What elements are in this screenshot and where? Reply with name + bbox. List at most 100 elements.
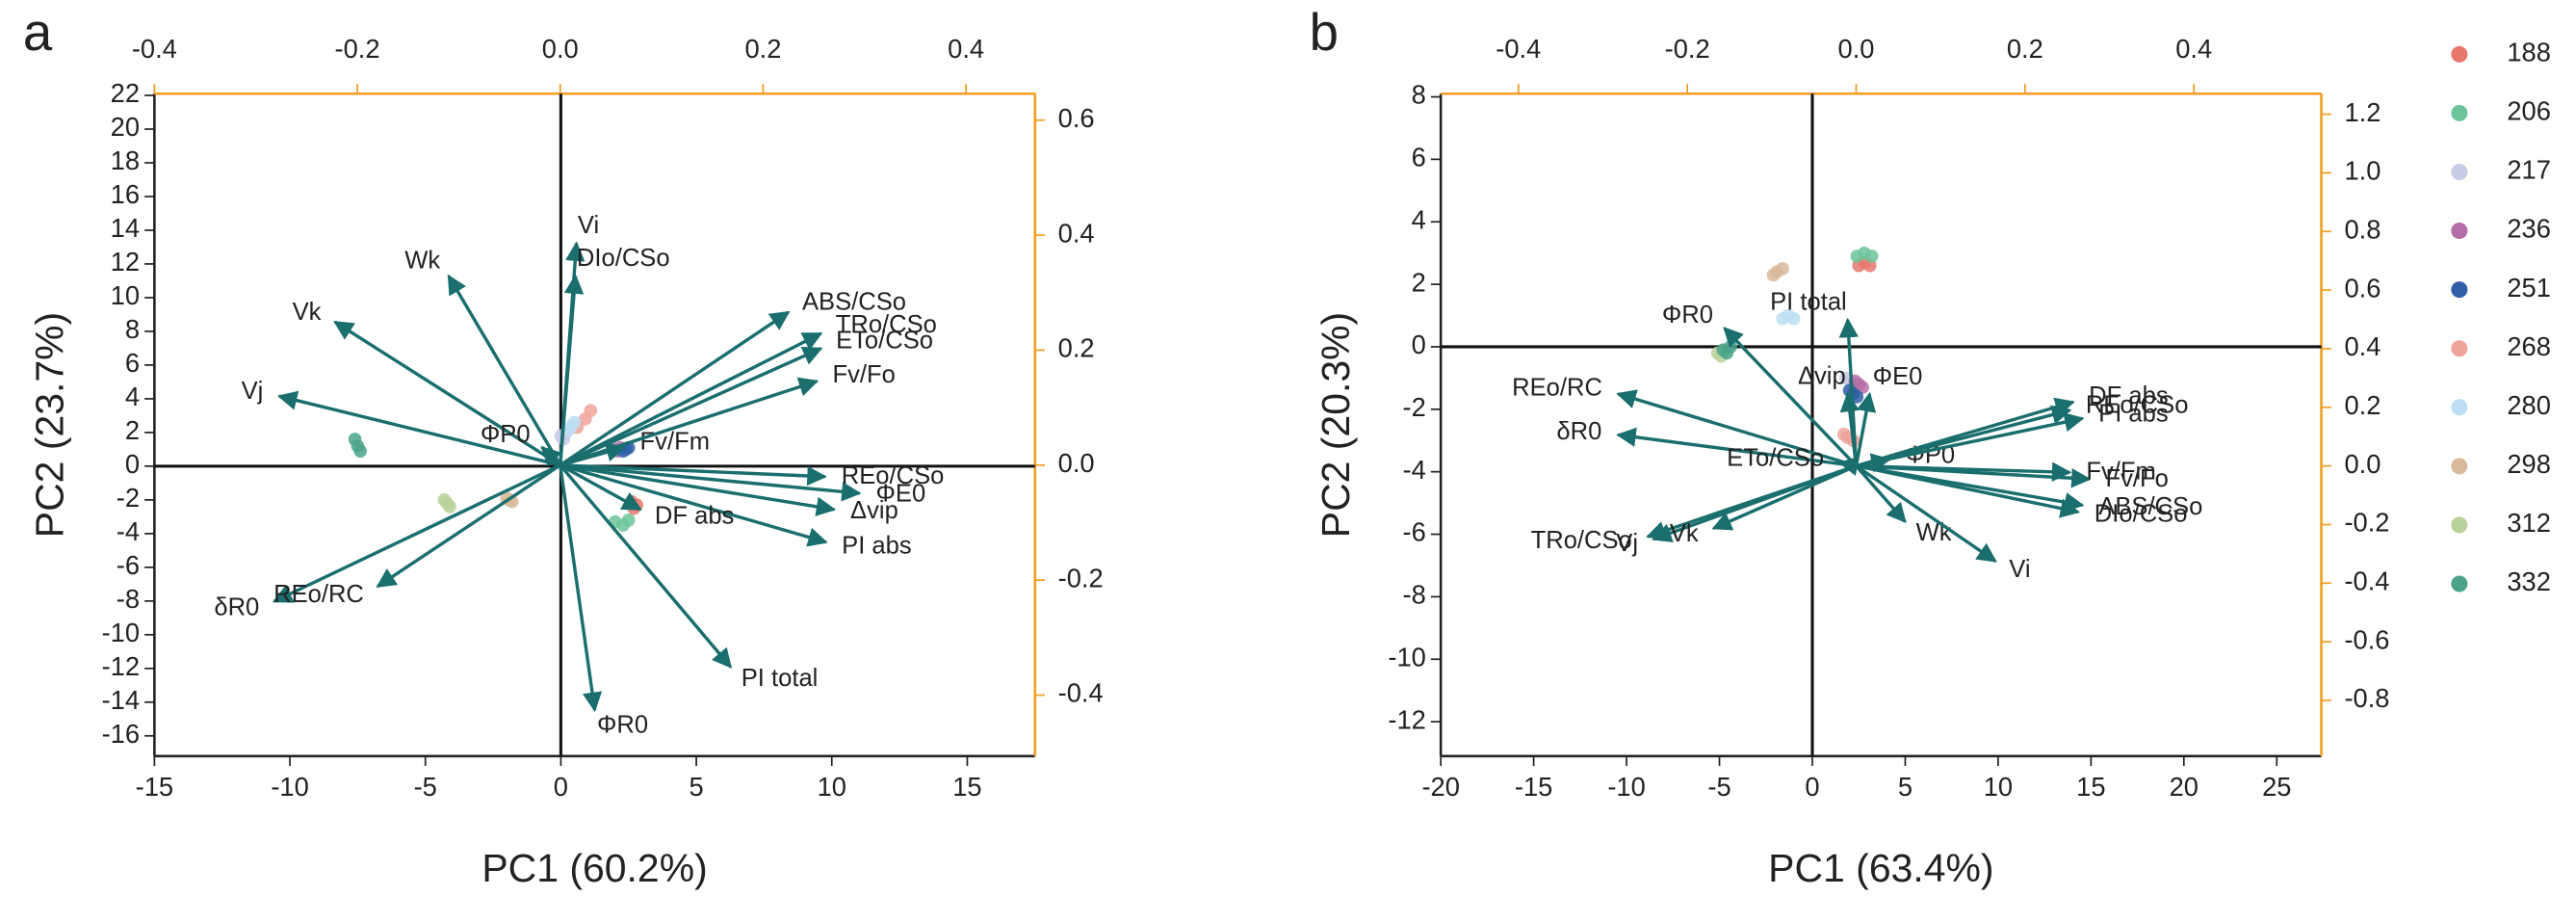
- legend-label: 251: [2507, 273, 2551, 303]
- y-tick-label: 0: [125, 449, 140, 479]
- y-tick-label: 8: [125, 314, 140, 344]
- legend-label: 188: [2507, 38, 2551, 67]
- loading-label: ETo/CSo: [1727, 445, 1824, 472]
- y2-tick-label: 0.4: [2344, 331, 2381, 361]
- loading-label: ETo/CSo: [836, 327, 933, 354]
- x2-tick-label: -0.2: [335, 34, 380, 64]
- y-tick-label: -6: [117, 550, 140, 580]
- x-tick-label: -15: [136, 772, 173, 802]
- loading-label: Δvip: [1798, 363, 1846, 390]
- score-point: [621, 514, 636, 527]
- y-tick-label: 16: [111, 179, 140, 209]
- legend-label: 236: [2507, 214, 2551, 244]
- loading-arrow: [559, 346, 823, 467]
- loading-label: PI abs: [2098, 401, 2169, 428]
- x2-tick-label: 0.0: [1838, 34, 1875, 64]
- loading-arrow: [559, 463, 827, 487]
- x2-tick-label: 0.2: [744, 34, 781, 64]
- loading-arrow: [333, 320, 561, 467]
- legend-swatch: [2451, 163, 2468, 181]
- score-point: [584, 404, 598, 417]
- y2-tick-label: 0.4: [1058, 218, 1095, 248]
- loading-label: PI total: [742, 665, 819, 692]
- loading-arrow: [540, 445, 562, 467]
- x-tick-label: 10: [818, 772, 846, 802]
- x-tick-label: 15: [952, 772, 981, 802]
- y2-tick-label: 0.8: [2344, 214, 2381, 244]
- x2-tick-label: -0.4: [132, 34, 177, 64]
- loading-label: Vj: [242, 378, 264, 405]
- loading-arrow: [1855, 464, 1997, 563]
- x-tick-label: 20: [2170, 772, 2199, 802]
- y-tick-label: 12: [111, 247, 140, 277]
- loading-label: TRo/CSo: [1531, 527, 1632, 554]
- loading-arrow: [559, 463, 862, 502]
- y-tick-label: -4: [117, 516, 140, 546]
- x2-tick-label: 0.4: [948, 34, 984, 64]
- y-axis-title: PC2 (23.7%): [27, 312, 71, 538]
- x-tick-label: -5: [414, 772, 437, 802]
- loading-label: REo/RC: [1512, 375, 1602, 402]
- y2-tick-label: 0.2: [2344, 390, 2381, 420]
- legend-label: 298: [2507, 449, 2551, 479]
- loading-label: Wk: [1916, 519, 1952, 546]
- loading-arrow: [447, 274, 562, 466]
- y-tick-label: 6: [1412, 143, 1426, 172]
- y2-tick-label: -0.4: [2344, 566, 2389, 596]
- loading-label: DIo/CSo: [2095, 501, 2188, 528]
- y-tick-label: -12: [102, 651, 140, 681]
- x2-tick-label: 0.2: [2007, 34, 2043, 64]
- legend-swatch: [2451, 281, 2468, 299]
- legend-swatch: [2451, 340, 2468, 357]
- loading-label: DIo/CSo: [577, 245, 670, 272]
- legend-swatch: [2451, 45, 2468, 63]
- y2-tick-label: -0.2: [1058, 563, 1104, 593]
- x-axis-title: PC1 (60.2%): [481, 846, 707, 890]
- y-tick-label: -10: [102, 618, 140, 647]
- loading-label: δR0: [214, 593, 259, 620]
- y-tick-label: -2: [117, 483, 140, 513]
- y-axis-title: PC2 (20.3%): [1314, 312, 1358, 538]
- y2-tick-label: 0.6: [1058, 103, 1095, 133]
- y-tick-label: -4: [1403, 455, 1426, 485]
- loading-label: Fv/Fm: [640, 428, 710, 455]
- x-tick-label: 0: [554, 772, 568, 802]
- y2-tick-label: 1.2: [2344, 97, 2381, 127]
- x-axis-title: PC1 (63.4%): [1768, 846, 1993, 890]
- y-tick-label: -12: [1388, 704, 1425, 734]
- y2-tick-label: 0.0: [2344, 449, 2381, 479]
- score-point: [1724, 340, 1737, 354]
- loading-label: DF abs: [2089, 382, 2168, 409]
- loading-arrow: [276, 390, 561, 467]
- loading-arrow: [559, 274, 585, 465]
- legend-label: 312: [2507, 508, 2551, 538]
- loading-arrow: [559, 310, 791, 467]
- loading-arrow: [1839, 391, 1860, 466]
- legend-swatch: [2451, 458, 2468, 475]
- panel: -20 -15 -10 -5 0 5 10 15 20 25-12-10-8-6-4-202468…: [1310, 3, 2551, 890]
- x-tick-label: -15: [1515, 772, 1552, 802]
- loading-arrow: [1616, 427, 1857, 468]
- loading-arrow: [1711, 464, 1858, 531]
- score-point: [440, 496, 455, 511]
- legend-swatch: [2451, 575, 2468, 593]
- y-tick-label: 6: [125, 348, 140, 378]
- loading-label: PI abs: [842, 532, 912, 559]
- legend-swatch: [2451, 223, 2468, 240]
- y2-tick-label: -0.8: [2344, 683, 2389, 713]
- y-tick-label: -16: [102, 719, 140, 749]
- x-tick-label: -20: [1421, 772, 1459, 802]
- x-tick-label: 0: [1805, 772, 1819, 802]
- loading-arrow: [1856, 461, 2072, 482]
- loading-label: REo/RC: [273, 581, 364, 608]
- y-tick-label: -8: [1403, 580, 1426, 610]
- x-tick-label: 10: [1984, 772, 2013, 802]
- legend-label: 217: [2507, 155, 2551, 185]
- loading-label: Fv/Fo: [832, 361, 895, 388]
- x-tick-label: -10: [271, 772, 308, 802]
- x-tick-label: -10: [1607, 772, 1645, 802]
- loading-label: Vk: [293, 299, 322, 326]
- loading-label: REo/CSo: [842, 462, 945, 489]
- x-tick-label: 5: [689, 772, 703, 802]
